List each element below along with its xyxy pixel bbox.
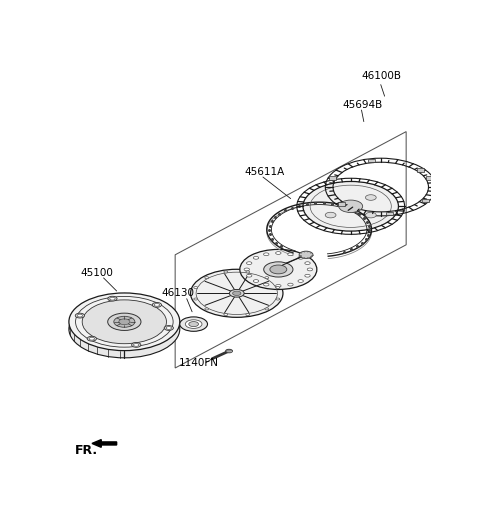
Ellipse shape <box>276 287 280 288</box>
Ellipse shape <box>69 293 180 351</box>
Ellipse shape <box>298 256 303 259</box>
Ellipse shape <box>224 271 228 273</box>
Ellipse shape <box>264 262 293 277</box>
Text: 45694B: 45694B <box>342 101 383 111</box>
FancyBboxPatch shape <box>329 176 336 180</box>
Ellipse shape <box>264 283 269 286</box>
Ellipse shape <box>189 321 199 327</box>
Ellipse shape <box>205 277 209 279</box>
Ellipse shape <box>307 268 312 271</box>
Text: 1140FN: 1140FN <box>179 358 219 368</box>
Ellipse shape <box>305 262 310 264</box>
Ellipse shape <box>194 287 198 288</box>
Ellipse shape <box>166 327 171 329</box>
Ellipse shape <box>89 337 95 340</box>
Ellipse shape <box>298 280 303 282</box>
Ellipse shape <box>229 289 244 297</box>
FancyArrow shape <box>92 439 117 447</box>
Ellipse shape <box>276 285 281 287</box>
Ellipse shape <box>253 256 259 259</box>
Ellipse shape <box>246 262 252 264</box>
Ellipse shape <box>365 195 376 201</box>
Ellipse shape <box>365 212 376 218</box>
Ellipse shape <box>240 250 317 289</box>
Ellipse shape <box>253 280 259 282</box>
Ellipse shape <box>108 313 141 330</box>
FancyBboxPatch shape <box>422 198 429 202</box>
FancyBboxPatch shape <box>417 168 424 172</box>
Text: 45611A: 45611A <box>244 167 285 177</box>
Ellipse shape <box>288 283 293 286</box>
Ellipse shape <box>164 326 173 330</box>
Ellipse shape <box>244 268 250 271</box>
Text: 45100: 45100 <box>81 268 113 278</box>
Ellipse shape <box>226 349 232 353</box>
Ellipse shape <box>305 275 310 277</box>
Ellipse shape <box>299 251 313 259</box>
FancyBboxPatch shape <box>426 176 432 180</box>
Ellipse shape <box>154 303 159 306</box>
Ellipse shape <box>69 300 180 358</box>
Ellipse shape <box>246 314 250 315</box>
Ellipse shape <box>191 269 283 317</box>
Ellipse shape <box>77 314 83 317</box>
Ellipse shape <box>246 271 250 273</box>
Ellipse shape <box>152 303 161 307</box>
Ellipse shape <box>288 253 293 256</box>
Ellipse shape <box>325 212 336 218</box>
Text: FR.: FR. <box>75 444 98 457</box>
Text: 46100B: 46100B <box>361 71 401 81</box>
Ellipse shape <box>205 308 209 310</box>
Ellipse shape <box>132 343 141 347</box>
Ellipse shape <box>265 277 269 279</box>
Ellipse shape <box>114 317 135 327</box>
Ellipse shape <box>133 344 139 346</box>
Ellipse shape <box>233 291 241 295</box>
FancyBboxPatch shape <box>368 159 375 162</box>
Ellipse shape <box>276 298 280 300</box>
Ellipse shape <box>339 200 363 212</box>
Text: 46130: 46130 <box>161 288 194 298</box>
Ellipse shape <box>264 253 269 256</box>
Ellipse shape <box>110 297 115 300</box>
Ellipse shape <box>180 317 207 331</box>
Ellipse shape <box>108 296 117 301</box>
Ellipse shape <box>75 313 84 318</box>
Ellipse shape <box>119 319 130 325</box>
Ellipse shape <box>303 181 398 231</box>
Ellipse shape <box>82 300 167 344</box>
Ellipse shape <box>185 320 202 328</box>
Ellipse shape <box>87 336 96 341</box>
Ellipse shape <box>194 298 198 300</box>
Ellipse shape <box>270 265 287 274</box>
Ellipse shape <box>224 314 228 315</box>
FancyBboxPatch shape <box>386 212 393 215</box>
Ellipse shape <box>246 275 252 277</box>
Ellipse shape <box>276 252 281 254</box>
FancyBboxPatch shape <box>338 203 345 206</box>
Ellipse shape <box>265 308 269 310</box>
